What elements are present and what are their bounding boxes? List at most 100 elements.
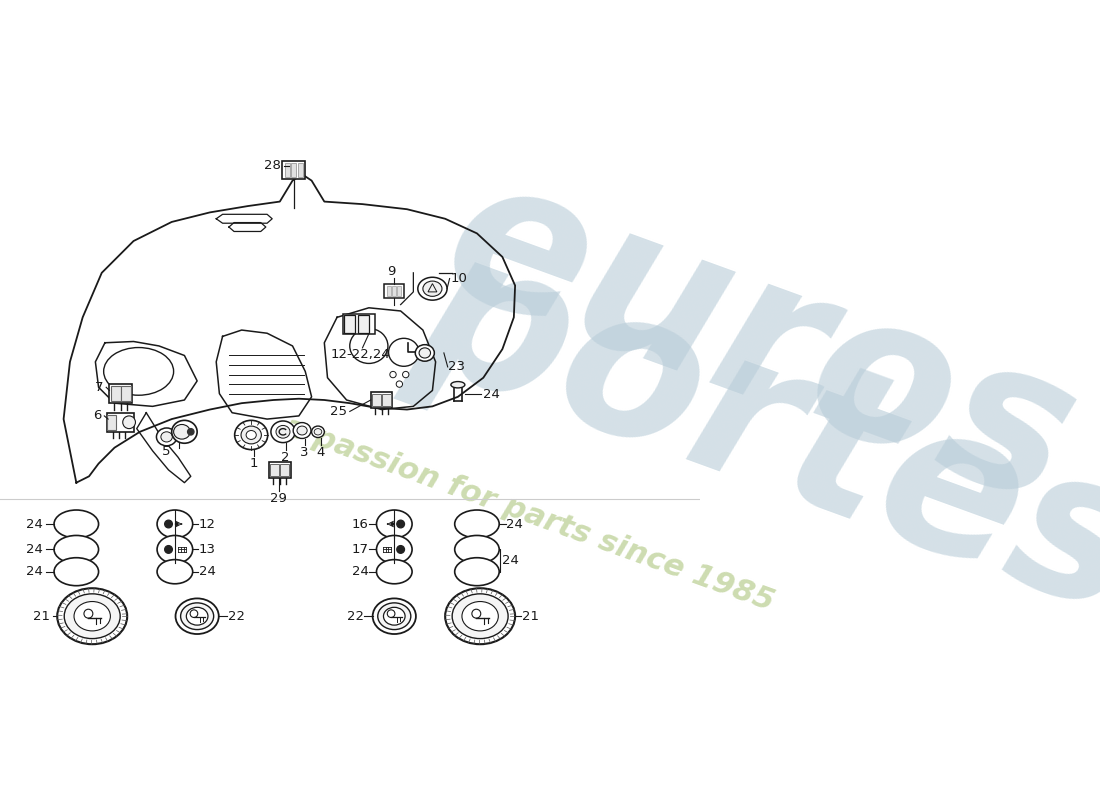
Ellipse shape	[276, 426, 290, 438]
Ellipse shape	[454, 558, 499, 586]
Ellipse shape	[373, 598, 416, 634]
Text: 22: 22	[228, 610, 244, 622]
Circle shape	[472, 610, 481, 618]
Circle shape	[84, 610, 92, 618]
Bar	[107, 413, 133, 432]
Text: 22: 22	[346, 610, 364, 622]
Bar	[121, 386, 131, 402]
Ellipse shape	[57, 588, 128, 644]
Text: portes: portes	[394, 210, 1100, 654]
Circle shape	[397, 546, 405, 554]
Ellipse shape	[422, 281, 442, 296]
Ellipse shape	[418, 278, 447, 300]
Text: 2: 2	[282, 451, 289, 464]
Bar	[107, 414, 116, 430]
Ellipse shape	[311, 426, 324, 438]
Ellipse shape	[157, 535, 192, 563]
Ellipse shape	[454, 535, 499, 563]
Circle shape	[397, 520, 405, 528]
Ellipse shape	[157, 560, 192, 584]
Ellipse shape	[297, 426, 307, 435]
Text: 12: 12	[199, 518, 216, 530]
Ellipse shape	[234, 420, 267, 450]
Bar	[393, 286, 396, 296]
Ellipse shape	[451, 382, 465, 388]
Ellipse shape	[144, 364, 161, 378]
Ellipse shape	[172, 420, 197, 443]
Bar	[271, 463, 279, 476]
Text: 24: 24	[26, 566, 43, 578]
Bar	[358, 314, 370, 333]
Ellipse shape	[416, 345, 434, 362]
Bar	[387, 286, 392, 296]
Text: 24: 24	[506, 518, 524, 530]
Ellipse shape	[452, 594, 508, 638]
Ellipse shape	[180, 603, 213, 630]
Ellipse shape	[161, 432, 173, 442]
Text: 28: 28	[264, 159, 282, 173]
Text: 29: 29	[271, 491, 287, 505]
Text: 3: 3	[300, 446, 309, 458]
Text: 24: 24	[483, 388, 500, 401]
Ellipse shape	[156, 428, 177, 446]
Bar	[298, 162, 302, 177]
Ellipse shape	[123, 416, 135, 429]
Ellipse shape	[350, 329, 388, 363]
Ellipse shape	[294, 422, 311, 438]
Text: 24: 24	[352, 566, 368, 578]
Circle shape	[165, 520, 173, 528]
Ellipse shape	[403, 371, 409, 378]
Text: 21: 21	[522, 610, 539, 622]
Text: 12-22,24: 12-22,24	[330, 348, 389, 361]
Bar	[270, 462, 290, 478]
Text: 17: 17	[352, 543, 368, 556]
Ellipse shape	[241, 426, 262, 444]
Ellipse shape	[74, 602, 110, 631]
Ellipse shape	[157, 510, 192, 538]
Bar	[344, 314, 355, 333]
Bar	[343, 314, 375, 334]
Text: 4: 4	[317, 446, 324, 458]
Circle shape	[392, 522, 394, 526]
Bar	[371, 392, 393, 408]
Ellipse shape	[64, 594, 120, 638]
Text: 16: 16	[352, 518, 368, 530]
Circle shape	[165, 546, 173, 554]
Bar	[384, 284, 405, 298]
Bar	[111, 386, 121, 402]
Ellipse shape	[376, 510, 412, 538]
Bar	[285, 162, 290, 177]
Text: 24: 24	[26, 518, 43, 530]
Ellipse shape	[111, 359, 138, 383]
Text: 25: 25	[330, 405, 348, 418]
Text: 5: 5	[163, 445, 170, 458]
Text: 24: 24	[503, 554, 519, 566]
Bar	[372, 394, 381, 406]
Ellipse shape	[54, 535, 99, 563]
Text: 1: 1	[250, 457, 258, 470]
Circle shape	[188, 429, 194, 435]
Ellipse shape	[246, 430, 256, 439]
Ellipse shape	[186, 607, 208, 625]
Ellipse shape	[462, 602, 498, 631]
Ellipse shape	[419, 348, 430, 358]
Ellipse shape	[103, 347, 174, 395]
Ellipse shape	[396, 381, 403, 387]
Ellipse shape	[384, 607, 405, 625]
Ellipse shape	[54, 510, 99, 538]
Circle shape	[190, 610, 198, 618]
Ellipse shape	[54, 558, 99, 586]
Ellipse shape	[377, 603, 410, 630]
Bar	[280, 463, 289, 476]
Text: euros: euros	[420, 138, 1099, 548]
Text: 6: 6	[94, 410, 101, 422]
Text: 10: 10	[450, 272, 468, 285]
Bar	[382, 394, 392, 406]
Ellipse shape	[315, 429, 322, 435]
Ellipse shape	[376, 535, 412, 563]
Bar	[397, 286, 401, 296]
Text: 21: 21	[33, 610, 51, 622]
Ellipse shape	[140, 359, 166, 383]
Text: a passion for parts since 1985: a passion for parts since 1985	[279, 412, 778, 617]
Ellipse shape	[388, 338, 419, 366]
